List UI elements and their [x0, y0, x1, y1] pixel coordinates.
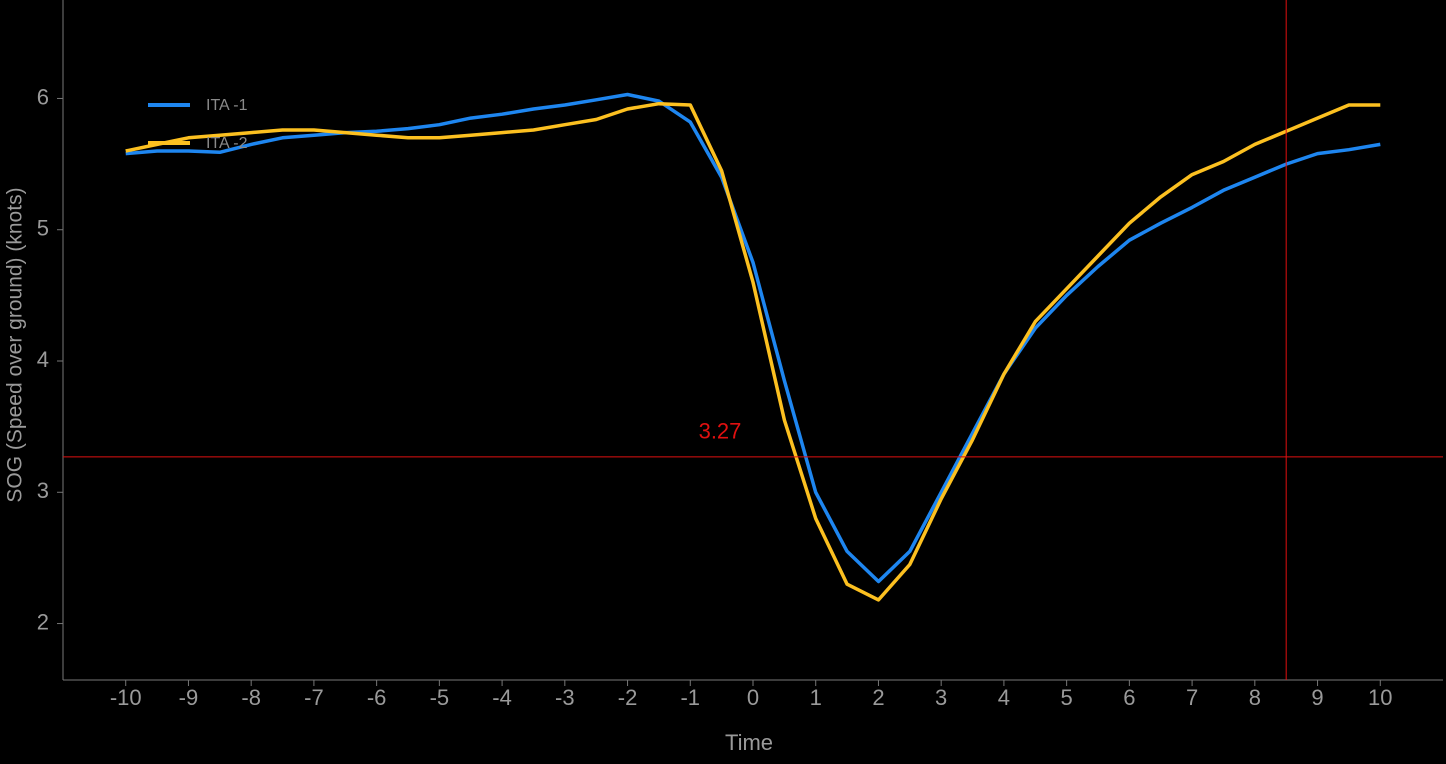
x-tick-label: -1 [680, 685, 700, 710]
x-tick-label: -4 [492, 685, 512, 710]
legend-label: ITA -1 [206, 97, 248, 114]
crosshair-label: 3.27 [699, 419, 742, 444]
x-tick-label: 7 [1186, 685, 1198, 710]
y-tick-label: 5 [37, 216, 49, 241]
x-tick-label: -6 [367, 685, 387, 710]
x-tick-label: 3 [935, 685, 947, 710]
x-tick-label: 10 [1368, 685, 1392, 710]
series-line [125, 92, 1381, 584]
x-tick-label: 4 [998, 685, 1010, 710]
x-tick-label: 6 [1123, 685, 1135, 710]
x-tick-label: 9 [1311, 685, 1323, 710]
x-tick-label: -8 [241, 685, 261, 710]
y-tick-label: 4 [37, 347, 49, 372]
x-tick-label: -2 [618, 685, 638, 710]
x-tick-label: 0 [747, 685, 759, 710]
x-tick-label: -10 [110, 685, 142, 710]
x-tick-label: -5 [430, 685, 450, 710]
x-tick-label: 5 [1061, 685, 1073, 710]
x-tick-label: 2 [872, 685, 884, 710]
y-tick-label: 3 [37, 478, 49, 503]
x-tick-label: -7 [304, 685, 324, 710]
x-tick-label: -3 [555, 685, 575, 710]
x-tick-label: 8 [1249, 685, 1261, 710]
x-axis-label: Time [725, 730, 773, 755]
y-tick-label: 2 [37, 609, 49, 634]
legend-label: ITA -2 [206, 135, 248, 152]
y-tick-label: 6 [37, 84, 49, 109]
series-line [125, 101, 1381, 602]
x-tick-label: 1 [810, 685, 822, 710]
x-tick-label: -9 [179, 685, 199, 710]
y-axis-label: SOG (Speed over ground) (knots) [4, 187, 27, 502]
